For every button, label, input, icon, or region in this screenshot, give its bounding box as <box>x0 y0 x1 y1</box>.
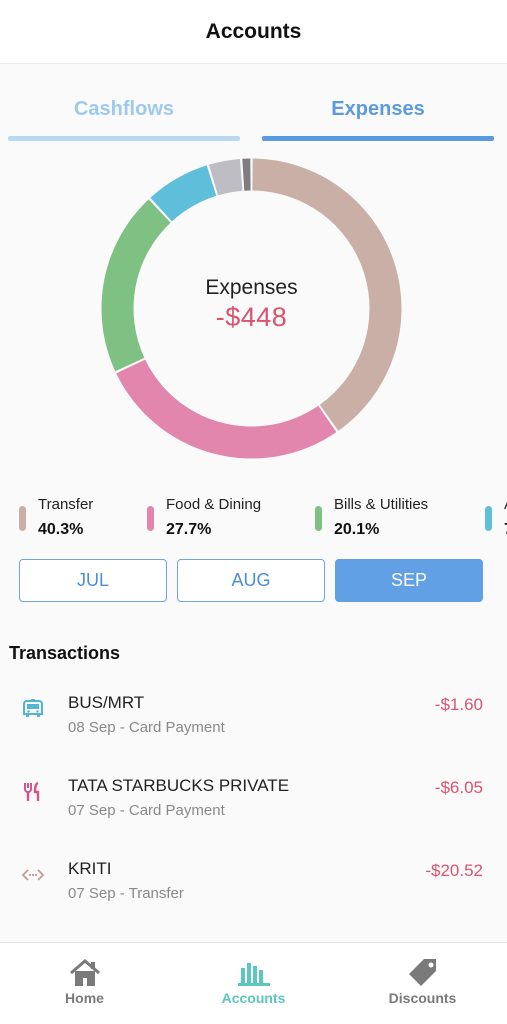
tab-expenses[interactable]: Expenses <box>262 88 494 144</box>
legend-percent: 40.3% <box>38 521 84 538</box>
view-tabs: Cashflows Expenses <box>0 88 507 144</box>
bar-chart-icon <box>236 957 272 989</box>
bottom-navigation: Home Accounts Discounts <box>0 942 507 1024</box>
legend-percent: 27.7% <box>166 521 212 538</box>
donut-svg <box>101 158 402 459</box>
transactions-list: BUS/MRT 08 Sep - Card Payment -$1.60 TAT… <box>0 682 507 931</box>
legend-swatch <box>315 506 322 531</box>
donut-center-label: Expenses <box>205 276 298 299</box>
tag-icon <box>405 957 441 989</box>
donut-slice-1[interactable] <box>252 158 402 431</box>
legend-name: Food & Dining <box>166 496 262 513</box>
donut-center: Expenses -$448 <box>100 157 403 460</box>
legend-swatch <box>147 506 154 531</box>
legend-swatch <box>485 506 492 531</box>
legend-name: A <box>504 496 507 513</box>
bus-icon <box>20 696 46 722</box>
page-title: Accounts <box>205 19 302 43</box>
donut-slice-3[interactable] <box>101 199 171 372</box>
nav-discounts[interactable]: Discounts <box>338 943 507 1024</box>
tab-cashflows[interactable]: Cashflows <box>8 88 240 144</box>
nav-accounts[interactable]: Accounts <box>169 943 338 1024</box>
transaction-subtitle: 07 Sep - Card Payment <box>68 802 225 819</box>
app-header: Accounts <box>0 0 507 64</box>
transaction-row[interactable]: TATA STARBUCKS PRIVATE 07 Sep - Card Pay… <box>0 765 507 848</box>
legend-name: Bills & Utilities <box>334 496 429 513</box>
transaction-name: BUS/MRT <box>68 693 145 712</box>
transaction-row[interactable]: BUS/MRT 08 Sep - Card Payment -$1.60 <box>0 682 507 765</box>
transaction-subtitle: 08 Sep - Card Payment <box>68 719 225 736</box>
tab-cashflows-underline <box>8 136 240 141</box>
donut-center-total: -$448 <box>215 302 288 332</box>
transactions-heading: Transactions <box>9 643 121 663</box>
transaction-subtitle: 07 Sep - Transfer <box>68 885 184 902</box>
expenses-donut-chart[interactable]: Expenses -$448 <box>100 157 403 460</box>
legend-percent: 20.1% <box>334 521 380 538</box>
tab-cashflows-label: Cashflows <box>73 98 175 120</box>
home-icon <box>67 957 103 989</box>
transaction-row[interactable]: KRITI 07 Sep - Transfer -$20.52 <box>0 848 507 931</box>
nav-accounts-label: Accounts <box>221 990 286 1006</box>
chart-legend[interactable]: Transfer 40.3% Food & Dining 27.7% Bills… <box>0 492 507 544</box>
transfer-icon <box>20 862 46 888</box>
month-button-aug[interactable]: AUG <box>177 559 325 602</box>
donut-slice-6[interactable] <box>242 158 251 191</box>
month-selector: JUL AUG SEP <box>19 559 483 602</box>
tab-expenses-underline <box>262 136 494 141</box>
tab-expenses-label: Expenses <box>331 98 425 120</box>
nav-home-label: Home <box>65 990 104 1006</box>
legend-percent: 7 <box>504 521 507 539</box>
transaction-amount: -$1.60 <box>434 695 483 714</box>
donut-slice-4[interactable] <box>150 165 217 222</box>
month-button-jul[interactable]: JUL <box>19 559 167 602</box>
transaction-name: TATA STARBUCKS PRIVATE <box>68 776 290 795</box>
month-button-sep[interactable]: SEP <box>335 559 483 602</box>
transaction-name: KRITI <box>68 859 112 878</box>
transaction-amount: -$20.52 <box>425 861 483 880</box>
fork-knife-icon <box>20 779 46 805</box>
legend-swatch <box>19 506 26 531</box>
donut-slice-5[interactable] <box>208 158 243 196</box>
nav-discounts-label: Discounts <box>388 990 457 1006</box>
donut-slice-2[interactable] <box>116 359 337 459</box>
legend-name: Transfer <box>38 496 94 513</box>
nav-home[interactable]: Home <box>0 943 169 1024</box>
transaction-amount: -$6.05 <box>434 778 483 797</box>
